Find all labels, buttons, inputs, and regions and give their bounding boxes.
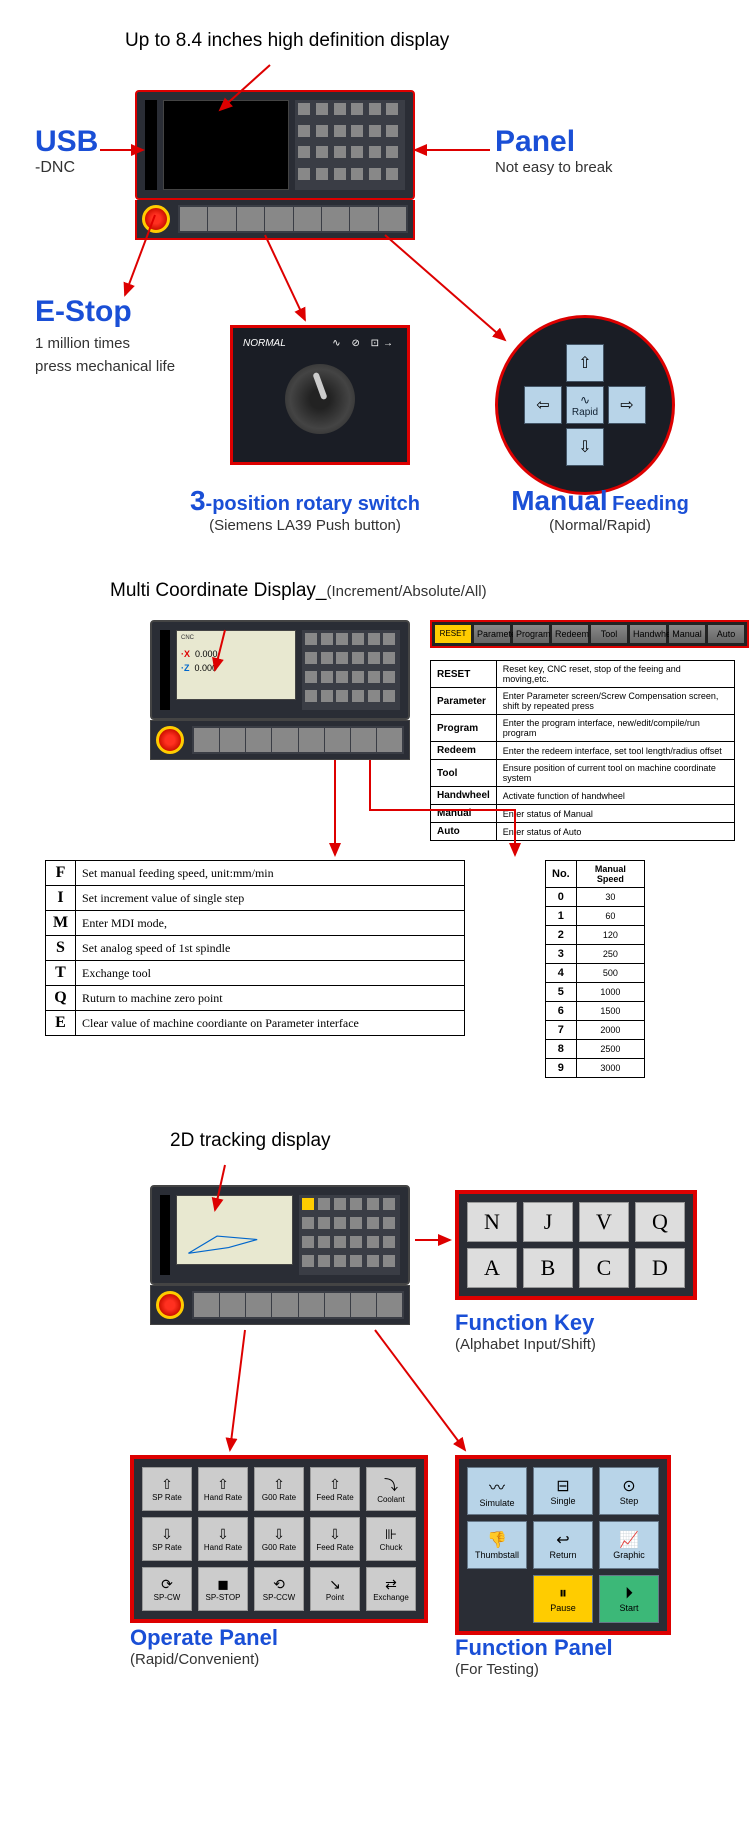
fnkey-C[interactable]: C bbox=[579, 1248, 629, 1288]
feed-left[interactable]: ⇦ bbox=[524, 386, 562, 424]
rotary-label: NORMAL bbox=[243, 338, 286, 349]
speed-table: No.Manual Speed0301602120325045005100061… bbox=[545, 860, 645, 1078]
desc-table: RESETReset key, CNC reset, stop of the f… bbox=[430, 660, 735, 841]
op-g00-rate[interactable]: ⇧G00 Rate bbox=[254, 1467, 304, 1511]
section-2: Multi Coordinate Display_(Increment/Abso… bbox=[15, 580, 735, 1100]
fn-key-grid: NJVQ ABCD bbox=[455, 1190, 697, 1300]
op-sp-stop[interactable]: ◼SP-STOP bbox=[198, 1567, 248, 1611]
op-feed-rate[interactable]: ⇧Feed Rate bbox=[310, 1467, 360, 1511]
fnkey-N[interactable]: N bbox=[467, 1202, 517, 1242]
button-strip: RESETParameterProgramRedeemToolHandwheel… bbox=[430, 620, 749, 648]
estop-title: E-Stop bbox=[35, 295, 175, 329]
manual-caption: Manual Feeding (Normal/Rapid) bbox=[475, 485, 725, 534]
feed-right[interactable]: ⇨ bbox=[608, 386, 646, 424]
op-coolant[interactable]: ⤵Coolant bbox=[366, 1467, 416, 1511]
rotary-knob[interactable] bbox=[285, 364, 355, 434]
section-1: Up to 8.4 inches high definition display… bbox=[15, 20, 735, 550]
section2-title: Multi Coordinate Display_(Increment/Abso… bbox=[110, 580, 487, 602]
strip-manual[interactable]: Manual bbox=[669, 625, 705, 643]
strip-parameter[interactable]: Parameter bbox=[474, 625, 510, 643]
fp-pause[interactable]: ⏸Pause bbox=[533, 1575, 593, 1623]
op-sp-rate[interactable]: ⇧SP Rate bbox=[142, 1467, 192, 1511]
section-3: 2D tracking display NJVQ ABCD Function Ke… bbox=[15, 1130, 735, 1700]
op-feed-rate[interactable]: ⇩Feed Rate bbox=[310, 1517, 360, 1561]
estop-button[interactable] bbox=[142, 205, 170, 233]
feed-rapid[interactable]: ∿Rapid bbox=[566, 386, 604, 424]
panel-title: Panel bbox=[495, 125, 613, 159]
fnkey-B[interactable]: B bbox=[523, 1248, 573, 1288]
fp-simulate[interactable]: 〰Simulate bbox=[467, 1467, 527, 1515]
op-hand-rate[interactable]: ⇧Hand Rate bbox=[198, 1467, 248, 1511]
op-sp-ccw[interactable]: ⟲SP-CCW bbox=[254, 1567, 304, 1611]
fn-panel-grid: 〰Simulate⊟Single⊙Step 👎Thumbstall↩Return📈… bbox=[455, 1455, 671, 1635]
usb-title: USB bbox=[35, 125, 98, 159]
panel-label-block: Panel Not easy to break bbox=[495, 125, 613, 176]
fnkey-D[interactable]: D bbox=[635, 1248, 685, 1288]
estop-label-block: E-Stop 1 million times press mechanical … bbox=[35, 295, 175, 375]
fp-return[interactable]: ↩Return bbox=[533, 1521, 593, 1569]
section3-title: 2D tracking display bbox=[170, 1130, 331, 1152]
device-track bbox=[150, 1185, 410, 1325]
fnkey-V[interactable]: V bbox=[579, 1202, 629, 1242]
fnkey-Q[interactable]: Q bbox=[635, 1202, 685, 1242]
usb-sub: -DNC bbox=[35, 159, 98, 177]
strip-tool[interactable]: Tool bbox=[591, 625, 627, 643]
usb-label-block: USB -DNC bbox=[35, 125, 98, 177]
fn-panel-caption: Function Panel (For Testing) bbox=[455, 1635, 613, 1678]
estop-sub1: 1 million times bbox=[35, 335, 175, 352]
fp-graphic[interactable]: 📈Graphic bbox=[599, 1521, 659, 1569]
op-chuck[interactable]: ⊪Chuck bbox=[366, 1517, 416, 1561]
strip-handwheel[interactable]: Handwheel bbox=[630, 625, 666, 643]
op-exchange[interactable]: ⇄Exchange bbox=[366, 1567, 416, 1611]
panel-sub: Not easy to break bbox=[495, 159, 613, 176]
fp-thumbstall[interactable]: 👎Thumbstall bbox=[467, 1521, 527, 1569]
feed-circle: ⇧ ⇦ ∿Rapid ⇨ ⇩ bbox=[495, 315, 675, 495]
fnkey-A[interactable]: A bbox=[467, 1248, 517, 1288]
op-sp-cw[interactable]: ⟳SP-CW bbox=[142, 1567, 192, 1611]
strip-reset[interactable]: RESET bbox=[435, 625, 471, 643]
letter-table: FSet manual feeding speed, unit:mm/minIS… bbox=[45, 860, 465, 1036]
feed-up[interactable]: ⇧ bbox=[566, 344, 604, 382]
rotary-caption: 3-position rotary switch (Siemens LA39 P… bbox=[180, 485, 430, 534]
op-g00-rate[interactable]: ⇩G00 Rate bbox=[254, 1517, 304, 1561]
fp-step[interactable]: ⊙Step bbox=[599, 1467, 659, 1515]
device-coord: CNC ·X 0.000 ·Z 0.000 bbox=[150, 620, 410, 760]
rotary-icons: ∿ ⊘ ⊡→ bbox=[332, 338, 397, 349]
fn-key-caption: Function Key (Alphabet Input/Shift) bbox=[455, 1310, 596, 1353]
fnkey-J[interactable]: J bbox=[523, 1202, 573, 1242]
strip-program[interactable]: Program bbox=[513, 625, 549, 643]
op-panel-grid: ⇧SP Rate⇧Hand Rate⇧G00 Rate⇧Feed Rate⤵Co… bbox=[130, 1455, 428, 1623]
fp-start[interactable]: ⏵Start bbox=[599, 1575, 659, 1623]
feed-down[interactable]: ⇩ bbox=[566, 428, 604, 466]
display-callout: Up to 8.4 inches high definition display bbox=[125, 30, 449, 52]
op-hand-rate[interactable]: ⇩Hand Rate bbox=[198, 1517, 248, 1561]
op-point[interactable]: ↘Point bbox=[310, 1567, 360, 1611]
fp-single[interactable]: ⊟Single bbox=[533, 1467, 593, 1515]
strip-auto[interactable]: Auto bbox=[708, 625, 744, 643]
op-panel-caption: Operate Panel (Rapid/Convenient) bbox=[130, 1625, 278, 1668]
device-main bbox=[135, 90, 415, 240]
op-sp-rate[interactable]: ⇩SP Rate bbox=[142, 1517, 192, 1561]
estop-sub2: press mechanical life bbox=[35, 358, 175, 375]
strip-redeem[interactable]: Redeem bbox=[552, 625, 588, 643]
rotary-detail: NORMAL ∿ ⊘ ⊡→ bbox=[230, 325, 410, 465]
